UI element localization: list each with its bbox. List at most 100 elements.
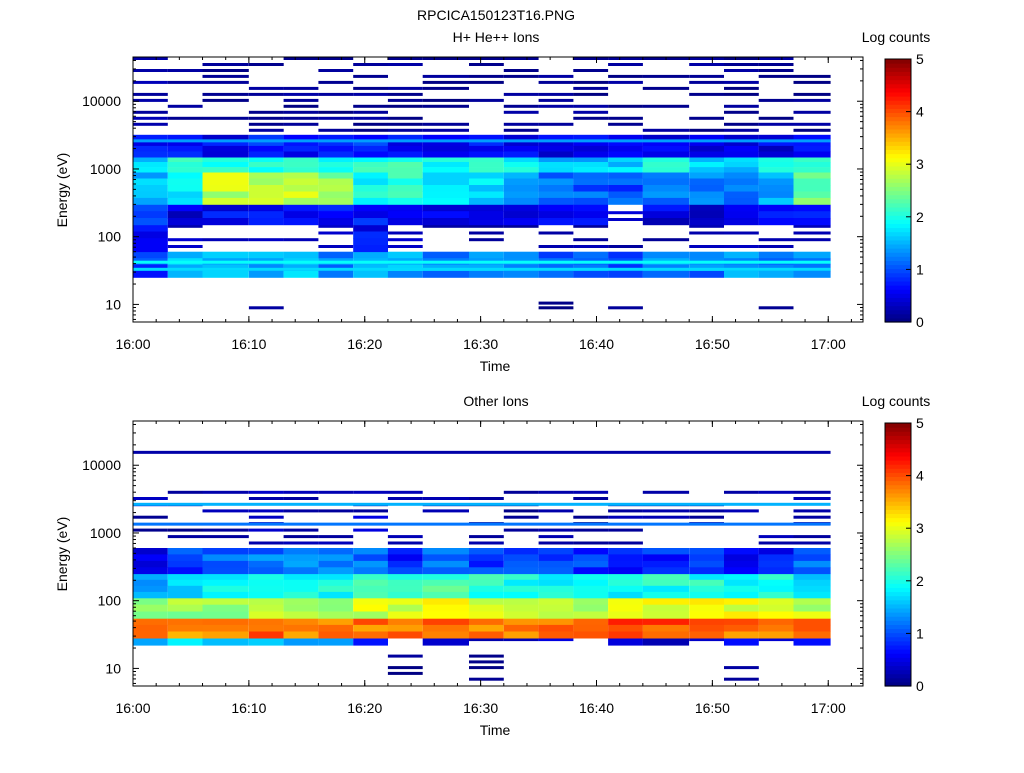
heatmap-cell: [318, 80, 354, 84]
heatmap-cell: [469, 638, 504, 642]
heatmap-cell: [318, 245, 354, 248]
heatmap-cell: [133, 624, 168, 632]
heatmap-cell: [724, 611, 759, 619]
heatmap-cell: [642, 618, 690, 626]
heatmap-cell: [793, 541, 831, 545]
heatmap-cell: [387, 579, 423, 587]
heatmap-line: [133, 139, 831, 143]
heatmap-cell: [608, 251, 643, 259]
colorbar-segment: [885, 513, 911, 519]
heatmap-cell: [248, 185, 284, 192]
heatmap-cell: [387, 167, 423, 173]
heatmap-cell: [387, 98, 423, 102]
colorbar-segment: [885, 612, 911, 617]
colorbar-segment: [885, 149, 911, 155]
colorbar-segment: [885, 104, 911, 109]
colorbar-segment: [885, 186, 911, 192]
heatmap-cell: [353, 560, 388, 568]
heatmap-cell: [642, 567, 690, 575]
heatmap-cell: [469, 271, 504, 278]
heatmap-cell: [538, 567, 574, 575]
colorbar-segment: [885, 178, 911, 183]
heatmap-cell: [503, 251, 539, 259]
heatmap-cell: [793, 497, 831, 500]
heatmap-cell: [689, 145, 724, 152]
heatmap-cell: [469, 624, 504, 632]
heatmap-cell: [469, 74, 504, 78]
heatmap-cell: [469, 677, 504, 681]
heatmap-cell: [248, 528, 284, 532]
heatmap-cell: [608, 567, 643, 575]
heatmap-cell: [724, 509, 759, 513]
heatmap-cell: [167, 140, 203, 147]
heatmap-cell: [724, 631, 759, 639]
heatmap-cell: [724, 167, 759, 173]
heatmap-cell: [689, 197, 724, 205]
heatmap-cell: [283, 271, 319, 278]
heatmap-cell: [642, 585, 690, 593]
heatmap-cell: [642, 515, 690, 519]
heatmap-cell: [283, 528, 319, 532]
heatmap-cell: [283, 211, 319, 219]
colorbar-segment: [885, 558, 911, 564]
heatmap-cell: [422, 57, 469, 60]
heatmap-cell: [758, 162, 794, 168]
heatmap-cell: [283, 509, 319, 513]
heatmap-cell: [724, 271, 759, 278]
heatmap-cell: [503, 69, 539, 72]
heatmap-cell: [689, 218, 724, 226]
heatmap-cell: [469, 231, 504, 235]
heatmap-line: [133, 450, 831, 454]
heatmap-cell: [608, 638, 643, 646]
heatmap-cell: [689, 597, 724, 606]
heatmap-cell: [642, 218, 690, 226]
heatmap-cell: [248, 145, 284, 152]
heatmap-cell: [133, 185, 168, 192]
heatmap-cell: [133, 134, 168, 141]
heatmap-cell: [573, 80, 609, 84]
heatmap-cell: [503, 122, 539, 126]
heatmap-cell: [793, 573, 831, 581]
heatmap-cell: [353, 197, 388, 205]
colorbar-segment: [885, 661, 911, 667]
heatmap-cell: [353, 104, 388, 108]
heatmap-cell: [793, 585, 831, 593]
heatmap-cell: [202, 579, 249, 587]
heatmap-cell: [793, 579, 831, 587]
heatmap-cell: [538, 157, 574, 163]
heatmap-cell: [283, 191, 319, 199]
colorbar-segment: [885, 256, 911, 261]
heatmap-cell: [353, 509, 388, 513]
heatmap-cell: [283, 560, 319, 568]
colorbar-segment: [885, 215, 911, 220]
heatmap-cell: [133, 245, 168, 253]
heatmap-cell: [503, 611, 539, 619]
heatmap-cell: [248, 178, 284, 186]
heatmap-cell: [422, 162, 469, 168]
y-tick-label: 10000: [82, 457, 121, 473]
heatmap-cell: [248, 638, 284, 646]
heatmap-cell: [503, 224, 539, 228]
heatmap-cell: [133, 57, 168, 60]
colorbar-segment: [885, 124, 911, 130]
heatmap-cell: [318, 548, 354, 555]
heatmap-cell: [318, 178, 354, 186]
heatmap-cell: [724, 591, 759, 599]
heatmap-cell: [724, 69, 759, 72]
heatmap-cell: [758, 567, 794, 575]
heatmap-cell: [283, 597, 319, 606]
heatmap-cell: [283, 567, 319, 575]
heatmap-cell: [353, 567, 388, 575]
colorbar-segment: [885, 137, 911, 142]
x-axis-label: Time: [480, 358, 511, 374]
heatmap-cell: [608, 541, 643, 545]
colorbar-segment: [885, 141, 911, 146]
heatmap-cell: [167, 560, 203, 568]
heatmap-cell: [608, 509, 643, 513]
heatmap-cell: [503, 191, 539, 199]
heatmap-cell: [202, 618, 249, 626]
heatmap-cell: [793, 140, 831, 147]
heatmap-cell: [469, 218, 504, 226]
heatmap-cell: [133, 116, 168, 120]
heatmap-cell: [283, 218, 319, 226]
